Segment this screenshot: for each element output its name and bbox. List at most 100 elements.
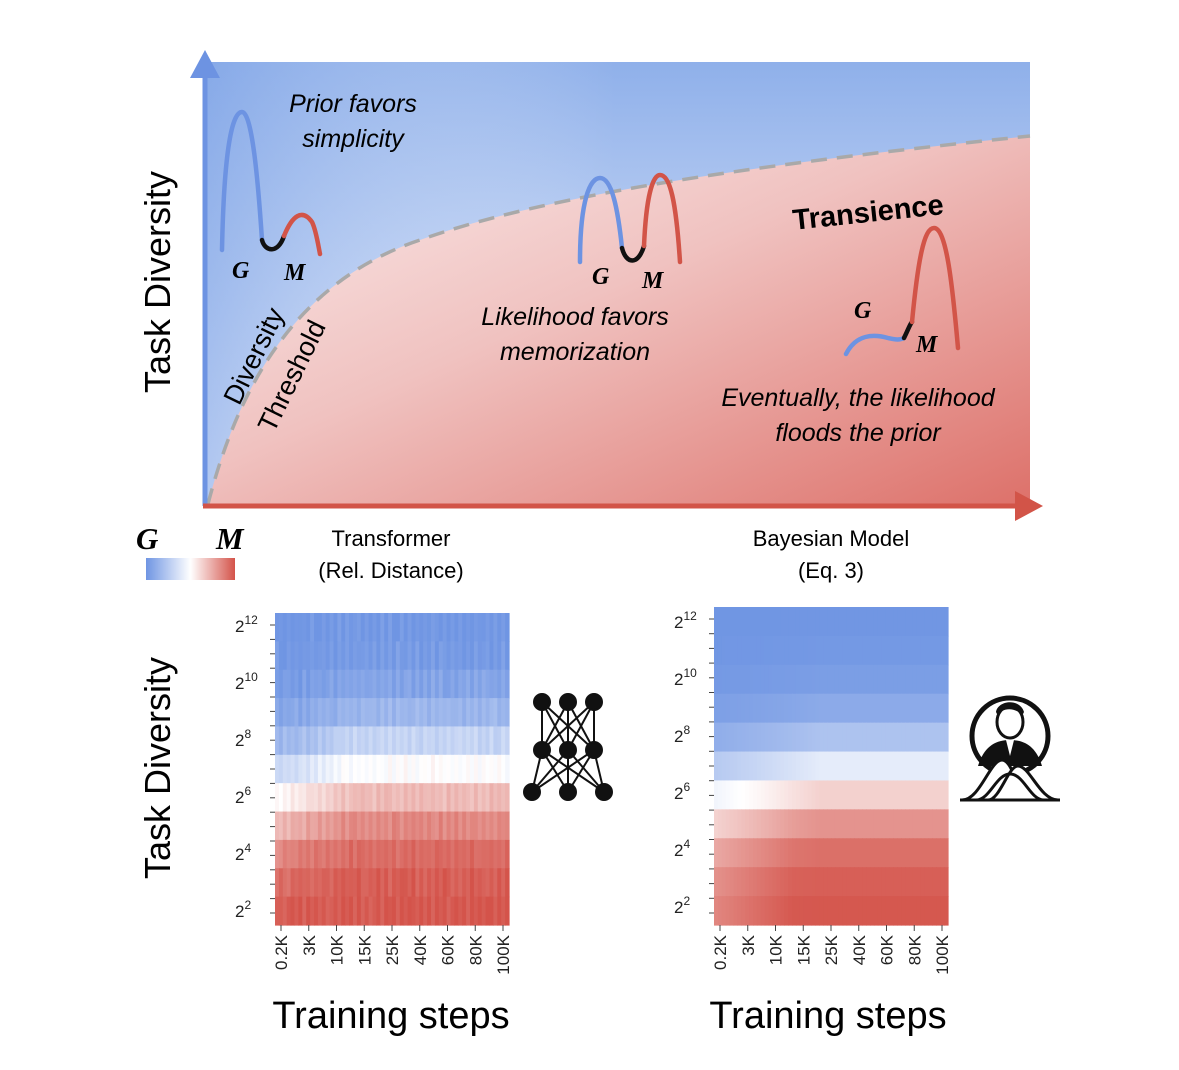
landscape-middle <box>577 172 683 265</box>
heatmap-cell <box>905 896 910 926</box>
heatmap-cell <box>897 693 902 724</box>
heatmap-cell <box>438 726 444 756</box>
heatmap-cell <box>489 669 494 699</box>
heatmap-cell <box>842 664 848 695</box>
y-tick-label: 24 <box>674 837 690 860</box>
heatmap-cell <box>795 751 801 782</box>
heatmap-cell <box>936 635 941 666</box>
heatmap-cell <box>753 693 758 724</box>
heatmap-cell <box>360 698 366 728</box>
heatmap-cell <box>419 868 424 898</box>
heatmap-cell <box>415 641 420 671</box>
heatmap-cell <box>745 635 750 666</box>
heatmap-cell <box>485 783 491 813</box>
heatmap-cell <box>501 641 506 671</box>
heatmap-cell <box>419 754 424 784</box>
heatmap-cell <box>858 751 863 782</box>
heatmap-cell <box>337 868 342 898</box>
heatmap-cell <box>733 751 738 782</box>
heatmap-cell <box>944 635 949 666</box>
heatmap-cell <box>916 664 922 695</box>
heatmap-cell <box>885 751 891 782</box>
eventually-label-line2: floods the prior <box>775 419 942 447</box>
heatmap-cell <box>501 726 506 756</box>
heatmap-cell <box>854 693 859 724</box>
y-tick-label: 22 <box>674 894 690 917</box>
heatmap-cell <box>944 722 949 753</box>
heatmap-cell <box>317 896 323 926</box>
heatmap-cell <box>749 838 754 868</box>
heatmap-cell <box>799 751 805 782</box>
heatmap-cell <box>505 868 510 898</box>
heatmap-cell <box>737 780 742 810</box>
heatmap-cell <box>795 607 801 637</box>
heatmap-cell <box>877 809 883 839</box>
heatmap-cell <box>834 664 840 695</box>
heatmap-cell <box>275 726 280 756</box>
heatmap-cell <box>756 780 762 810</box>
heatmap-cell <box>395 613 401 642</box>
heatmap-cell <box>501 839 506 869</box>
heatmap-cell <box>870 867 875 897</box>
heatmap-cell <box>345 839 350 869</box>
heatmap-cell <box>881 751 887 782</box>
heatmap-cell <box>877 780 883 810</box>
heatmap-cell <box>792 607 797 637</box>
heatmap-cell <box>376 754 381 784</box>
heatmap-cell <box>481 669 487 699</box>
heatmap-cell <box>431 896 436 926</box>
heatmap-cell <box>764 809 770 839</box>
heatmap-cell <box>827 867 832 897</box>
heatmap-cell <box>795 722 801 753</box>
heatmap-cell <box>905 635 910 666</box>
heatmap-cell <box>411 839 416 869</box>
heatmap-cell <box>784 693 789 724</box>
heatmap-cell <box>842 693 848 724</box>
heatmap-cell <box>850 664 855 695</box>
heatmap-cell <box>298 613 303 642</box>
heatmap-cell <box>388 783 393 813</box>
heatmap-cell <box>901 693 906 724</box>
heatmap-cell <box>881 693 887 724</box>
heatmap-cell <box>399 896 405 926</box>
heatmap-cell <box>306 811 311 841</box>
heatmap-cell <box>380 868 385 898</box>
heatmap-cell <box>827 809 832 839</box>
heatmap-cell <box>811 607 816 637</box>
heatmap-cell <box>745 896 750 926</box>
heatmap-cell <box>893 838 898 868</box>
heatmap-cell <box>885 809 891 839</box>
heatmap-cell <box>858 896 863 926</box>
heatmap-cell <box>384 896 389 926</box>
heatmap-cell <box>450 754 455 784</box>
heatmap-cell <box>936 664 941 695</box>
heatmap-cell <box>302 811 307 841</box>
heatmap-cell <box>446 613 452 642</box>
heatmap-cell <box>756 809 762 839</box>
heatmap-cell <box>337 754 342 784</box>
heatmap-cell <box>473 811 479 841</box>
heatmap-cell <box>431 726 436 756</box>
heatmap-cell <box>364 868 370 898</box>
heatmap-cell <box>497 811 502 841</box>
x-tick-label: 100K <box>933 934 952 974</box>
heatmap-cell <box>497 726 502 756</box>
heatmap-cell <box>936 722 941 753</box>
heatmap-cell <box>901 722 906 753</box>
heatmap-cell <box>873 809 879 839</box>
heatmap-cell <box>438 811 444 841</box>
heatmap-cell <box>940 664 945 695</box>
heatmap-cell <box>784 751 789 782</box>
heatmap-cell <box>497 783 502 813</box>
heatmap-cell <box>850 607 855 637</box>
heatmap-cell <box>454 783 459 813</box>
heatmap-cell <box>776 664 781 695</box>
heatmap-cell <box>772 751 777 782</box>
heatmap-cell <box>854 635 859 666</box>
heatmap-cell <box>376 896 381 926</box>
heatmap-cell <box>893 693 898 724</box>
heatmap-cell <box>756 838 762 868</box>
heatmap-cell <box>729 693 735 724</box>
heatmap-cell <box>940 607 945 637</box>
heatmap-cell <box>920 780 926 810</box>
